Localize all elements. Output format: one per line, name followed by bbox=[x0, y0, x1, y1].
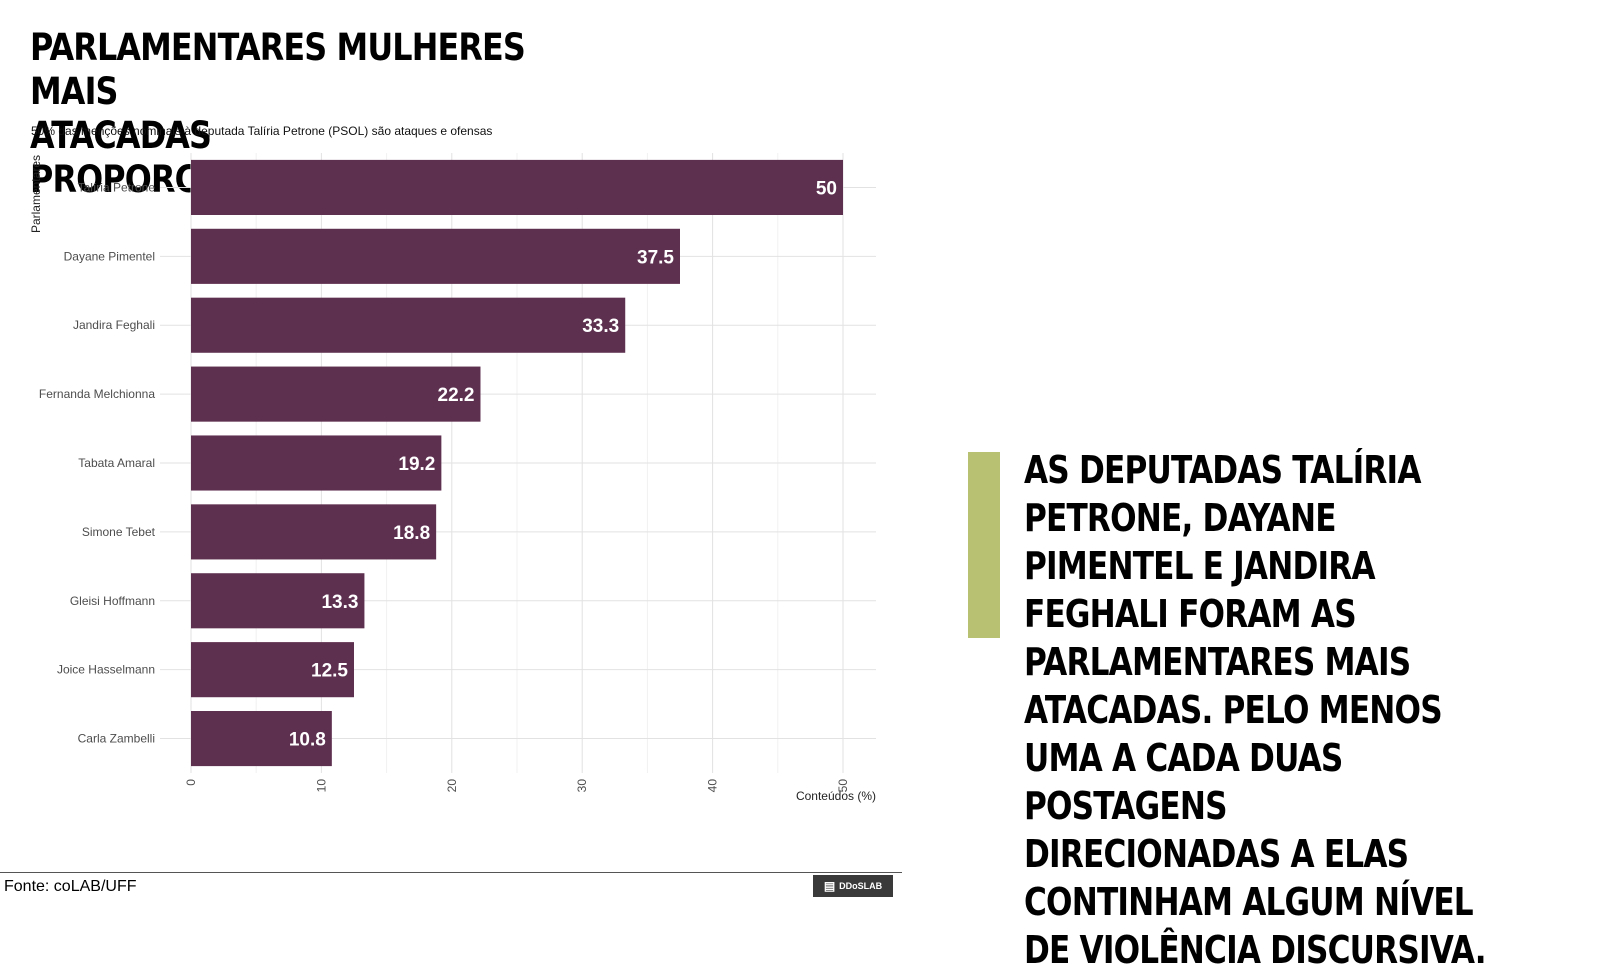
category-label: Tabata Amaral bbox=[78, 456, 155, 470]
callout-accent-bar bbox=[968, 452, 1000, 638]
x-tick-label: 20 bbox=[445, 779, 459, 793]
footer-divider bbox=[0, 872, 902, 873]
category-label: Fernanda Melchionna bbox=[39, 387, 155, 401]
chart-subtitle: 50% das menções nominais à deputada Talí… bbox=[31, 124, 493, 138]
bar-value-label: 13.3 bbox=[321, 592, 358, 613]
category-label: Jandira Feghali bbox=[73, 318, 155, 332]
bar-value-label: 12.5 bbox=[311, 661, 348, 682]
x-tick-label: 40 bbox=[706, 779, 720, 793]
bar bbox=[191, 711, 332, 767]
category-label: Talíria Petrone bbox=[78, 180, 156, 194]
bar bbox=[191, 435, 442, 491]
bar-value-label: 19.2 bbox=[398, 454, 435, 475]
bar-chart: 50 Talíria Petrone 37.5 Dayane Pimentel 33.3… bbox=[29, 153, 876, 803]
bar bbox=[191, 297, 626, 353]
x-tick-label: 0 bbox=[184, 779, 198, 786]
callout-text: As deputadas Talíria Petrone, Dayane Pim… bbox=[1024, 448, 1487, 972]
bar-value-label: 33.3 bbox=[582, 316, 619, 337]
bar-value-label: 50 bbox=[816, 178, 837, 199]
bar bbox=[191, 642, 354, 698]
y-axis-label: Parlamentares bbox=[29, 155, 43, 233]
badge-label: DDoSLAB bbox=[839, 881, 883, 891]
bar bbox=[191, 159, 843, 215]
bar bbox=[191, 228, 680, 284]
bar bbox=[191, 504, 437, 560]
category-label: Joice Hasselmann bbox=[57, 663, 155, 677]
bar-value-label: 18.8 bbox=[393, 523, 430, 544]
category-label: Dayane Pimentel bbox=[64, 249, 155, 263]
category-label: Gleisi Hoffmann bbox=[70, 594, 155, 608]
source-note: Fonte: coLAB/UFF bbox=[4, 878, 137, 895]
x-tick-label: 50 bbox=[836, 779, 850, 793]
x-tick-label: 30 bbox=[575, 779, 589, 793]
bar-value-label: 37.5 bbox=[637, 247, 674, 268]
x-tick-label: 10 bbox=[314, 779, 328, 793]
bar-value-label: 10.8 bbox=[289, 730, 326, 751]
bar bbox=[191, 366, 481, 422]
bar-value-label: 22.2 bbox=[438, 385, 475, 406]
bar bbox=[191, 573, 365, 629]
x-axis-label: Conteúdos (%) bbox=[796, 789, 876, 803]
ddoslab-badge: ▤ DDoSLAB bbox=[813, 875, 893, 897]
chart-title-line-1: PARLAMENTARES MULHERES MAIS bbox=[30, 26, 526, 113]
category-label: Simone Tebet bbox=[82, 525, 156, 539]
chat-icon: ▤ bbox=[823, 879, 836, 893]
category-label: Carla Zambelli bbox=[78, 732, 155, 746]
